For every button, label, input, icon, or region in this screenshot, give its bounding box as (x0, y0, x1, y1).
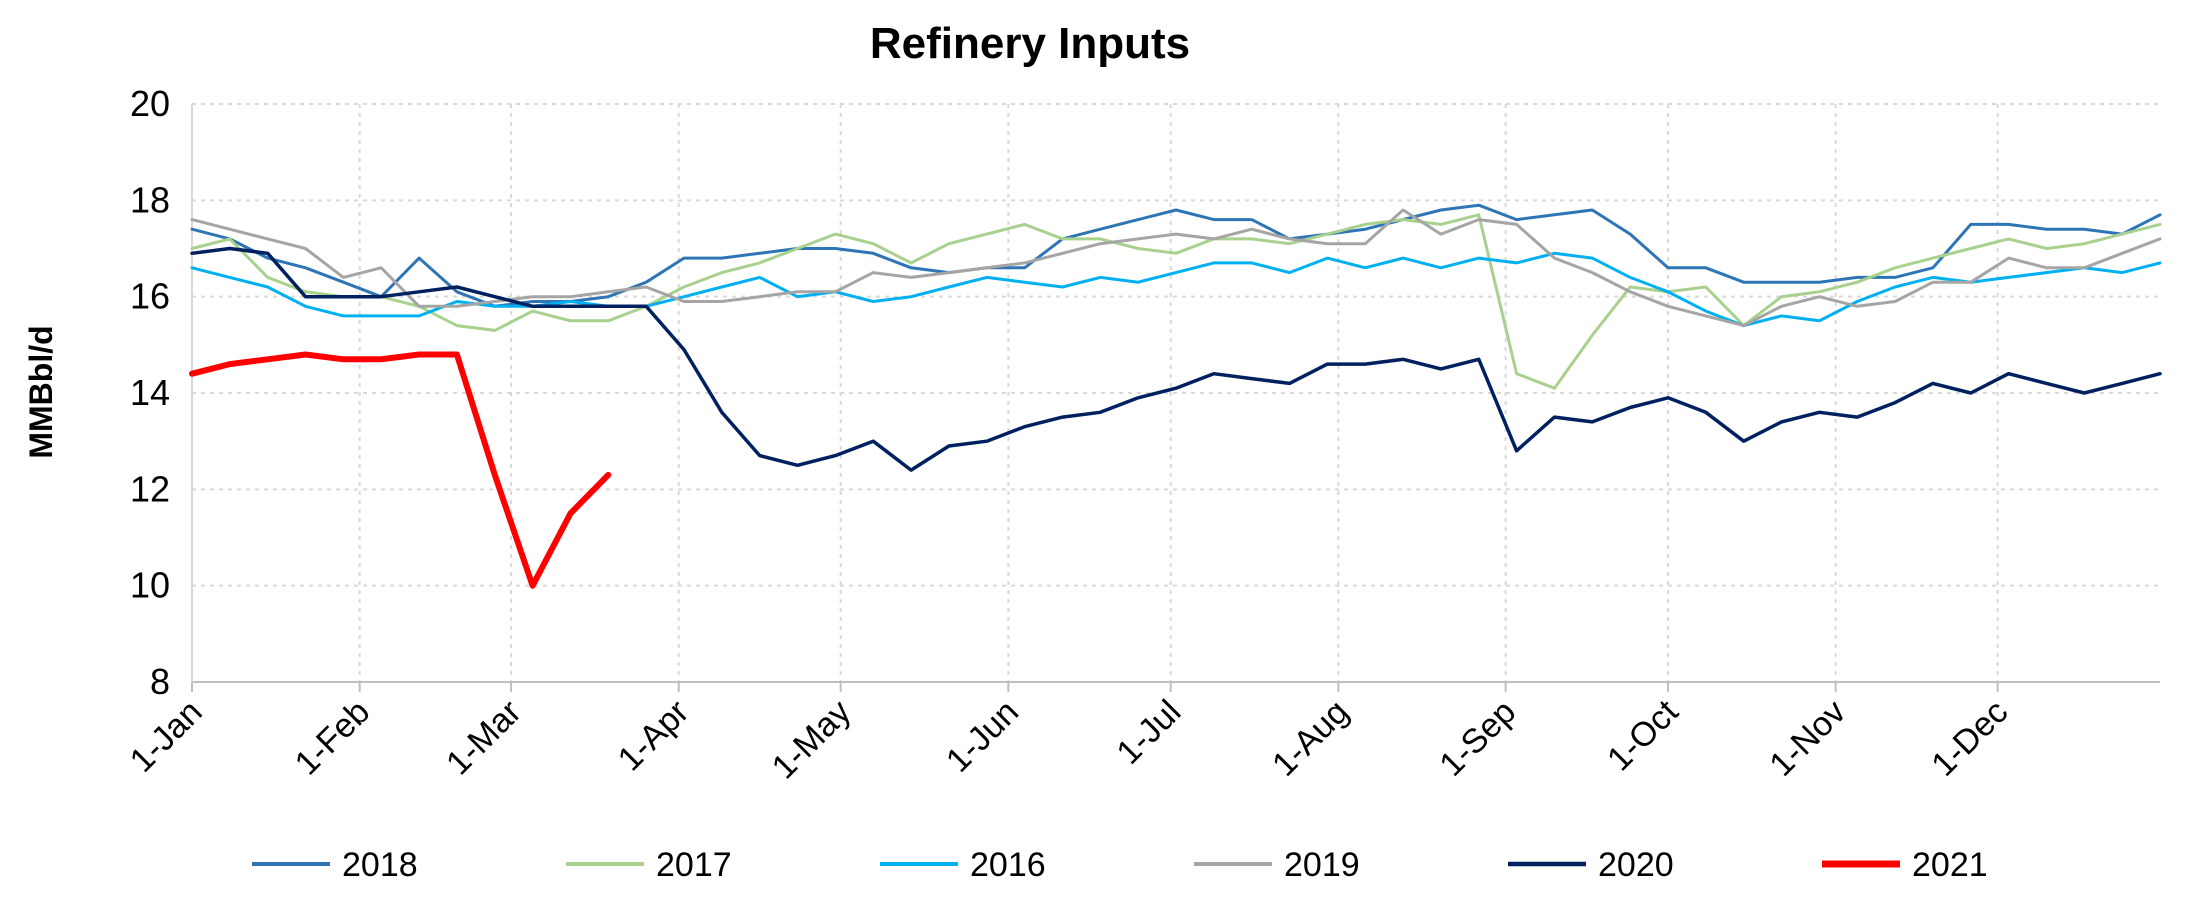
x-tick-label: 1-Jul (1109, 693, 1188, 772)
x-tick-label: 1-Jun (939, 693, 1026, 780)
legend-label-2021: 2021 (1912, 846, 1988, 884)
chart-title: Refinery Inputs (870, 19, 1190, 68)
gridlines (191, 103, 2160, 682)
series-lines (189, 203, 2162, 589)
y-tick-label: 8 (150, 661, 170, 702)
x-tick-label: 1-Apr (611, 693, 697, 779)
y-tick-label: 12 (130, 468, 170, 509)
legend-label-2017: 2017 (656, 846, 732, 884)
axes: 8 10 12 14 16 18 20 1-Jan 1-Feb 1-Mar 1-Apr 1-May 1-… (123, 83, 2160, 786)
x-tick-label: 1-Feb (288, 693, 378, 783)
x-tick-label: 1-Dec (1924, 693, 2015, 784)
series-line-2021 (189, 351, 612, 589)
y-tick-label: 10 (130, 565, 170, 606)
series-line-2019 (190, 208, 2162, 328)
y-tick-label: 14 (130, 372, 170, 413)
y-tick-label: 16 (130, 276, 170, 317)
series-line-2017 (190, 213, 2162, 390)
y-tick-label: 18 (130, 179, 170, 220)
x-tick-label: 1-May (765, 693, 859, 787)
legend-label-2019: 2019 (1284, 846, 1360, 884)
y-tick-label: 20 (130, 83, 170, 124)
legend-label-2016: 2016 (970, 846, 1046, 884)
series-line-2018 (190, 203, 2162, 308)
legend: 2018 2017 2016 2019 2020 2021 (252, 846, 1988, 884)
legend-label-2020: 2020 (1598, 846, 1674, 884)
y-axis-label: MMBbl/d (23, 325, 59, 458)
legend-label-2018: 2018 (342, 846, 418, 884)
x-tick-label: 1-Aug (1265, 693, 1356, 784)
x-tick-label: 1-Jan (123, 693, 210, 780)
series-line-2016 (190, 251, 2162, 328)
x-tick-label: 1-Oct (1600, 692, 1686, 778)
x-tick-label: 1-Nov (1762, 693, 1853, 784)
x-tick-label: 1-Sep (1432, 693, 1523, 784)
series-line-2020 (190, 246, 2162, 472)
x-tick-label: 1-Mar (439, 693, 529, 783)
